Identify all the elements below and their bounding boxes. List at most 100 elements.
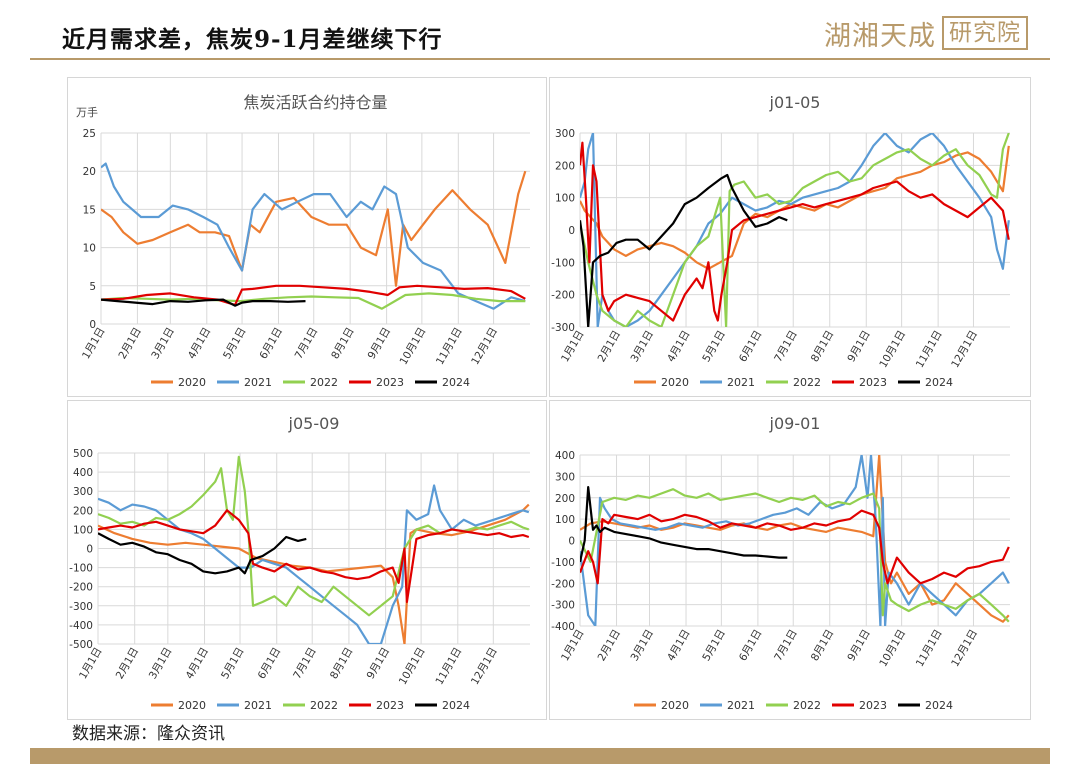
legend-label-2020: 2020 <box>178 699 206 712</box>
y-tick-label: -100 <box>69 563 93 575</box>
x-tick-label: 6月1日 <box>256 646 284 682</box>
series-line-2020 <box>101 170 527 287</box>
x-tick-label: 11月1日 <box>914 329 945 371</box>
y-tick-label: 15 <box>83 204 96 216</box>
x-tick-label: 4月1日 <box>665 329 693 365</box>
y-tick-label: -100 <box>551 557 575 569</box>
bottom-bar <box>30 748 1050 764</box>
y-tick-label: -200 <box>551 578 575 590</box>
y-tick-label: 0 <box>568 536 575 548</box>
x-tick-label: 12月1日 <box>469 326 500 368</box>
y-tick-label: 20 <box>83 166 96 178</box>
brand-main: 湖湘天成 <box>824 20 936 52</box>
x-tick-label: 2月1日 <box>596 329 624 365</box>
x-tick-label: 5月1日 <box>700 628 728 664</box>
legend-label-2023: 2023 <box>376 699 404 712</box>
x-tick-label: 11月1日 <box>914 628 945 670</box>
series-line-2024 <box>98 532 307 575</box>
x-tick-label: 11月1日 <box>434 326 465 368</box>
y-tick-label: -200 <box>69 582 93 594</box>
x-tick-label: 4月1日 <box>186 326 214 362</box>
y-axis-label: 万手 <box>76 105 98 119</box>
x-tick-label: 8月1日 <box>809 329 837 365</box>
page-title: 近月需求差，焦炭9-1月差继续下行 <box>62 26 443 53</box>
x-tick-label: 9月1日 <box>365 646 393 682</box>
x-tick-label: 7月1日 <box>291 646 319 682</box>
x-tick-label: 5月1日 <box>219 646 247 682</box>
series-line-2023 <box>580 509 1010 585</box>
legend-label-2022: 2022 <box>310 376 338 389</box>
legend-label-2024: 2024 <box>442 376 470 389</box>
y-tick-label: 25 <box>83 128 96 140</box>
x-tick-label: 1月1日 <box>80 326 108 362</box>
series-line-2024 <box>580 173 788 327</box>
y-tick-label: 0 <box>89 319 96 331</box>
legend-label-2020: 2020 <box>178 376 206 389</box>
x-tick-label: 6月1日 <box>737 628 765 664</box>
y-tick-label: 200 <box>73 505 93 517</box>
legend-label-2021: 2021 <box>244 376 272 389</box>
series-line-2022 <box>580 133 1010 327</box>
y-tick-label: -300 <box>69 601 93 613</box>
x-tick-label: 11月1日 <box>433 646 464 688</box>
x-tick-label: 3月1日 <box>147 646 175 682</box>
legend-label-2022: 2022 <box>793 699 821 712</box>
x-tick-label: 8月1日 <box>328 646 356 682</box>
series-line-2023 <box>580 141 1010 322</box>
legend-label-2022: 2022 <box>310 699 338 712</box>
legend-label-2021: 2021 <box>727 699 755 712</box>
x-tick-label: 2月1日 <box>116 326 144 362</box>
y-tick-label: 100 <box>73 524 93 536</box>
chart-panel-j09-01: j09-01 -400 -300 -200 -100 0 100 200 300 400 1月1日 2… <box>549 400 1031 720</box>
x-tick-label: 10月1日 <box>877 329 908 371</box>
series-line-2023 <box>98 509 530 604</box>
x-tick-label: 10月1日 <box>398 326 429 368</box>
series-line-2023 <box>101 284 526 306</box>
chart-title: j09-01 <box>769 414 821 433</box>
x-tick-label: 8月1日 <box>809 628 837 664</box>
x-tick-label: 9月1日 <box>366 326 394 362</box>
x-tick-label: 4月1日 <box>665 628 693 664</box>
legend-label-2024: 2024 <box>442 699 470 712</box>
series-line-2022 <box>98 455 530 617</box>
legend-label-2020: 2020 <box>661 699 689 712</box>
brand-logo: 湖湘天成 研究院 <box>824 14 1028 52</box>
x-tick-label: 5月1日 <box>700 329 728 365</box>
legend-label-2024: 2024 <box>925 699 953 712</box>
y-tick-label: -400 <box>69 620 93 632</box>
legend-label-2024: 2024 <box>925 376 953 389</box>
y-tick-label: -400 <box>551 621 575 633</box>
x-tick-label: 5月1日 <box>221 326 249 362</box>
y-tick-label: 5 <box>89 281 96 293</box>
series-line-2022 <box>580 488 1010 623</box>
y-tick-label: 10 <box>83 243 96 255</box>
legend-label-2021: 2021 <box>244 699 272 712</box>
y-tick-label: 0 <box>86 544 93 556</box>
x-tick-label: 12月1日 <box>949 329 980 371</box>
y-tick-label: 300 <box>73 486 93 498</box>
y-tick-label: 0 <box>568 225 575 237</box>
chart-svg-j05-09: j05-09 -500 -400 -300 -200 -100 0 100 200 300 400 5… <box>69 414 530 712</box>
x-tick-label: 12月1日 <box>949 628 980 670</box>
y-tick-label: 400 <box>73 467 93 479</box>
series-line-2021 <box>101 162 526 310</box>
y-tick-label: 200 <box>555 160 575 172</box>
x-tick-label: 7月1日 <box>772 628 800 664</box>
x-tick-label: 2月1日 <box>596 628 624 664</box>
x-tick-label: 6月1日 <box>737 329 765 365</box>
series-line-2021 <box>98 484 530 644</box>
y-tick-label: 100 <box>555 193 575 205</box>
y-tick-label: 400 <box>555 450 575 462</box>
x-tick-label: 8月1日 <box>329 326 357 362</box>
y-tick-label: 500 <box>73 448 93 460</box>
y-tick-label: -500 <box>69 639 93 651</box>
x-tick-label: 9月1日 <box>845 628 873 664</box>
x-tick-label: 6月1日 <box>257 326 285 362</box>
chart-title: 焦炭活跃合约持仓量 <box>243 93 387 112</box>
y-tick-label: -300 <box>551 600 575 612</box>
legend-label-2023: 2023 <box>859 376 887 389</box>
y-tick-label: -300 <box>551 322 575 334</box>
